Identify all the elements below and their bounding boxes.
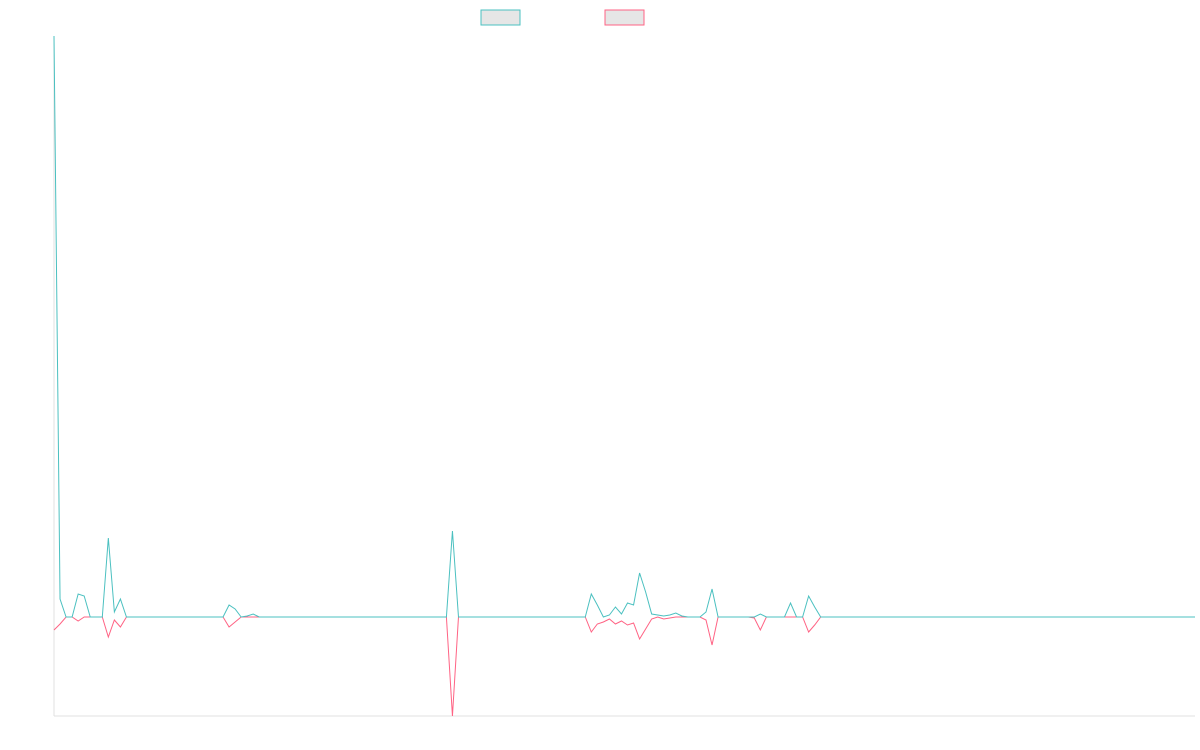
series-line [53,35,1195,618]
legend-swatch [480,9,521,26]
legend-swatch [604,9,645,26]
series-line [53,616,1195,717]
